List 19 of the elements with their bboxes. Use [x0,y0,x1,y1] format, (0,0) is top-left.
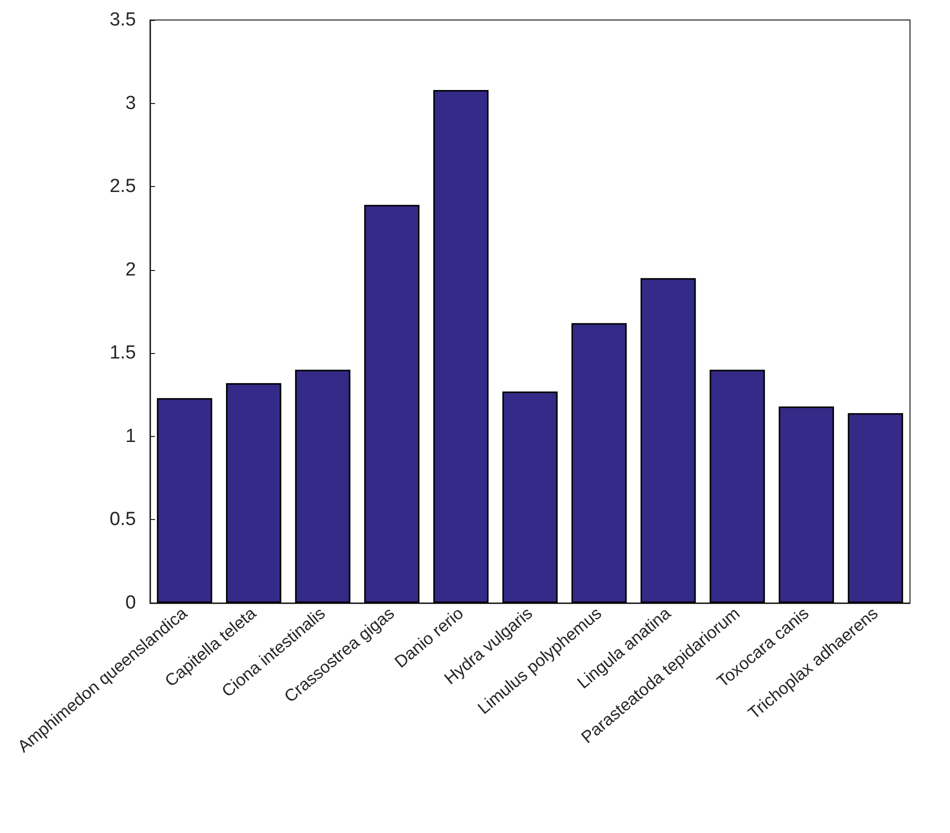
y-tick-label: 0.5 [110,509,136,530]
bar [156,398,212,603]
bar [571,323,627,603]
bar [226,383,282,603]
y-tick-label: 3 [125,92,136,114]
y-tick-label: 2 [125,259,136,280]
y-tick-label: 1 [125,426,136,447]
y-tick-label: 1.5 [110,342,136,364]
y-tick-label: 0 [125,592,136,614]
bar [778,406,834,603]
y-tick-label: 2.5 [110,176,136,198]
bar [364,204,420,603]
bar [640,278,696,603]
bar [433,90,489,603]
bar [295,370,350,603]
y-tick-label: 3.5 [110,10,136,30]
bar [848,413,904,603]
bar [502,391,558,603]
bar [710,370,765,603]
